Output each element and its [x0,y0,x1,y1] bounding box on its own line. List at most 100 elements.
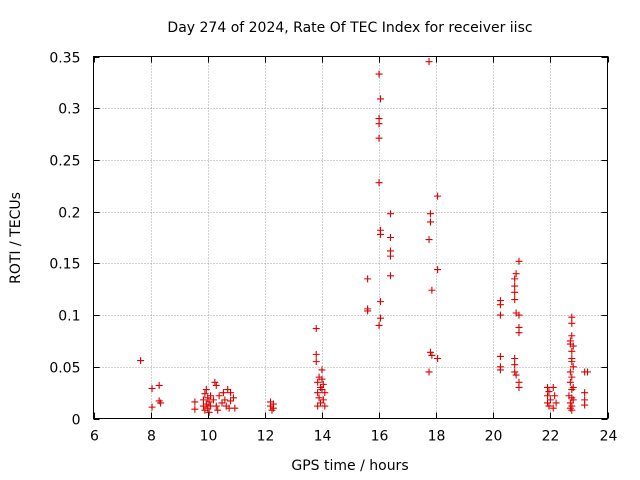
y-tick-label: 0.1 [58,309,80,325]
data-point [515,257,523,265]
data-point [425,236,433,244]
data-point [375,134,383,142]
data-point [515,311,523,319]
data-point [584,368,592,376]
data-point [205,398,213,406]
y-tick-label: 0.05 [49,361,80,377]
data-point [511,361,519,369]
data-point [515,329,523,337]
data-point [386,252,394,260]
y-tick-label: 0.25 [49,154,80,170]
x-tick-label: 16 [371,429,389,445]
data-point [426,218,434,226]
data-point [511,275,519,283]
x-tick-label: 20 [485,429,503,445]
data-point [376,230,384,238]
data-point [428,351,436,359]
data-point [434,192,442,200]
data-point [191,405,199,413]
data-point [544,392,552,400]
plot-frame [93,56,608,419]
y-tick-label: 0.2 [58,206,80,222]
data-point [212,381,220,389]
data-point [512,270,520,278]
data-point [321,389,329,397]
data-point [581,389,589,397]
data-point [137,357,145,365]
data-point [568,319,576,327]
data-point [364,307,372,315]
y-tick-labels: 0 0.05 0.1 0.15 0.2 0.25 0.3 0.35 [49,51,80,429]
data-point [511,288,519,296]
data-point [314,378,322,386]
data-point [318,375,326,383]
data-point [315,394,323,402]
x-tick-label: 18 [428,429,446,445]
y-axis-label: ROTI / TECUs [8,192,24,284]
x-tick-label: 12 [257,429,275,445]
data-point [551,392,559,400]
data-point [425,368,433,376]
x-axis-label: GPS time / hours [291,458,408,474]
data-point [215,392,223,400]
data-point [569,396,577,404]
data-point [512,371,520,379]
data-point [434,355,442,363]
data-point [319,396,327,404]
data-point [568,347,576,355]
data-point [426,348,434,356]
data-point [549,404,557,412]
data-point [199,396,207,404]
data-point [566,368,574,376]
data-point [376,298,384,306]
data-points [137,58,592,416]
data-point [221,396,229,404]
data-point [148,385,156,393]
data-point [511,296,519,304]
data-point [205,408,213,416]
x-tick-label: 8 [147,429,156,445]
data-point [581,401,589,409]
data-point [545,388,553,396]
x-tick-label: 14 [314,429,332,445]
data-point [511,355,519,363]
data-point [428,286,436,294]
data-point [426,210,434,218]
data-point [515,383,523,391]
data-point [568,373,576,381]
data-point [191,398,199,406]
data-point [496,366,504,374]
data-point [148,403,156,411]
y-tick-label: 0.3 [58,102,80,118]
data-point [376,95,384,103]
data-point [209,396,217,404]
x-tick-label: 6 [90,429,99,445]
grid [93,56,608,419]
data-point [202,386,210,394]
x-tick-label: 24 [600,429,618,445]
data-point [375,70,383,78]
data-point [568,406,576,414]
data-point [157,399,165,407]
data-point [569,383,577,391]
x-tick-label: 22 [542,429,560,445]
data-point [545,402,553,410]
data-point [312,350,320,358]
data-point [376,314,384,322]
data-point [321,402,329,410]
data-point [211,378,219,386]
y-tick-label: 0.35 [49,51,80,67]
data-point [425,58,433,66]
x-tick-labels: 6 8 10 12 14 16 18 20 22 24 [90,429,617,445]
data-point [318,366,326,374]
data-point [212,402,220,410]
data-point [434,266,442,274]
data-point [496,311,504,319]
data-point [207,392,215,400]
data-point [568,358,576,366]
data-point [569,342,577,350]
data-point [568,332,576,340]
data-point [375,321,383,329]
data-point [229,394,237,402]
